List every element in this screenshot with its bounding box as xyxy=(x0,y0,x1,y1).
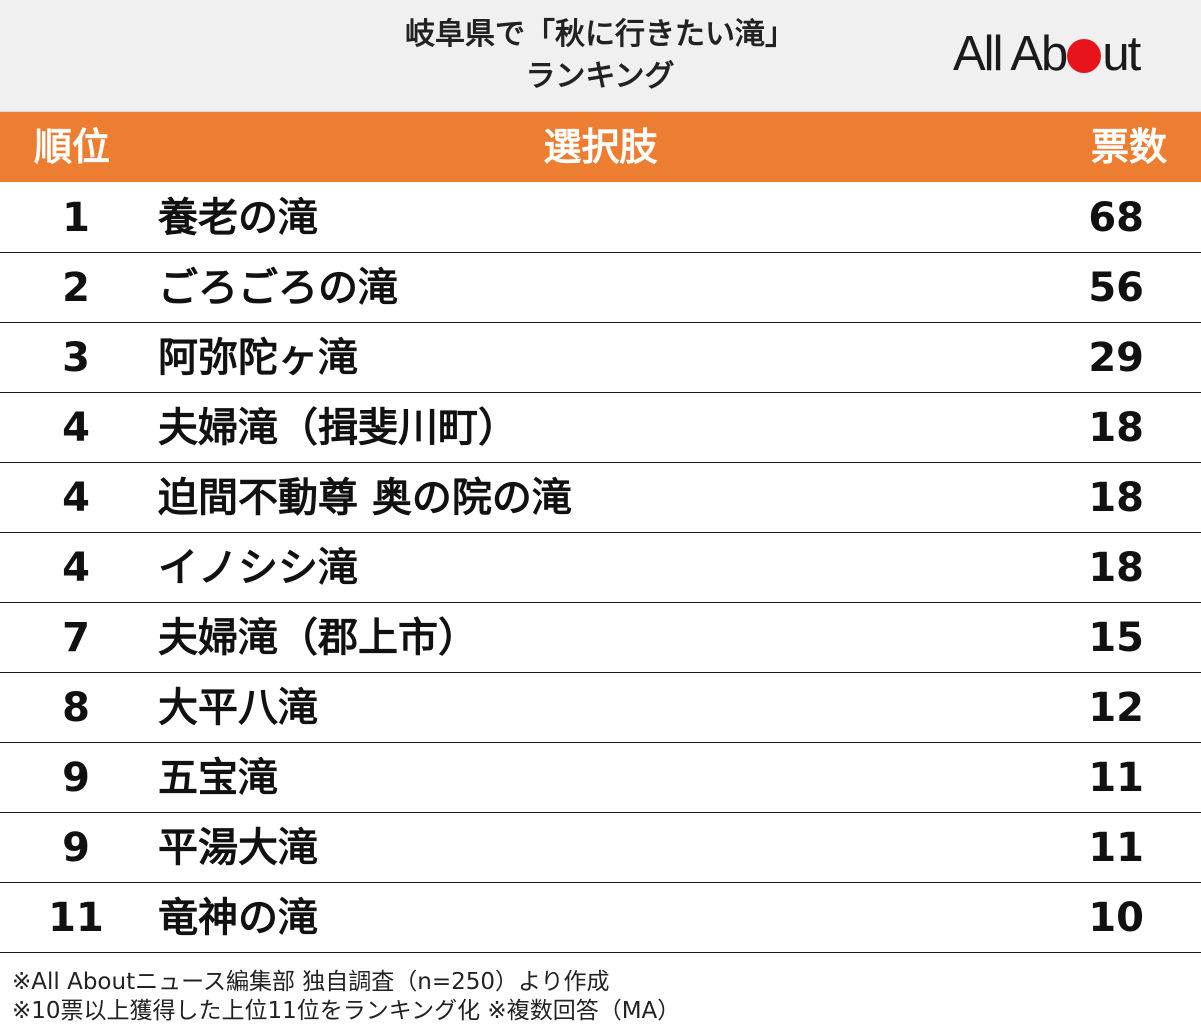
table-row: 9 五宝滝 11 xyxy=(0,743,1201,813)
column-header-rank: 順位 xyxy=(34,125,111,169)
option-cell: 迫間不動尊 奥の院の滝 xyxy=(158,475,572,521)
table-row: 4 イノシシ滝 18 xyxy=(0,533,1201,603)
table-row: 8 大平八滝 12 xyxy=(0,673,1201,743)
option-cell: 大平八滝 xyxy=(158,685,318,731)
table-row: 11 竜神の滝 10 xyxy=(0,883,1201,953)
ranking-table-body: 1 養老の滝 68 2 ごろごろの滝 56 3 阿弥陀ヶ滝 29 4 夫婦滝（揖斐川町） 18 4 迫間不… xyxy=(0,183,1201,953)
table-row: 7 夫婦滝（郡上市） 15 xyxy=(0,603,1201,673)
footnote-source: ※All Aboutニュース編集部 独自調査（n=250）より作成 xyxy=(12,969,610,995)
votes-cell: 56 xyxy=(1088,265,1144,311)
votes-cell: 11 xyxy=(1088,825,1144,871)
votes-cell: 18 xyxy=(1088,545,1144,591)
table-row: 2 ごろごろの滝 56 xyxy=(0,253,1201,323)
option-cell: ごろごろの滝 xyxy=(158,265,398,311)
votes-cell: 15 xyxy=(1088,615,1144,661)
rank-cell: 7 xyxy=(62,615,90,661)
votes-cell: 18 xyxy=(1088,405,1144,451)
rank-cell: 11 xyxy=(48,895,104,941)
option-cell: 五宝滝 xyxy=(158,755,278,801)
rank-cell: 3 xyxy=(62,335,90,381)
header: 岐阜県で「秋に行きたい滝」 ランキング All Ab ut xyxy=(0,0,1201,112)
rank-cell: 4 xyxy=(62,475,90,521)
table-row: 1 養老の滝 68 xyxy=(0,183,1201,253)
table-row: 4 迫間不動尊 奥の院の滝 18 xyxy=(0,463,1201,533)
chart-title: 岐阜県で「秋に行きたい滝」 ランキング xyxy=(300,14,900,98)
column-header-votes: 票数 xyxy=(1090,125,1167,169)
column-header-row: 順位 選択肢 票数 xyxy=(0,112,1201,182)
rank-cell: 2 xyxy=(62,265,90,311)
option-cell: 竜神の滝 xyxy=(158,895,318,941)
votes-cell: 29 xyxy=(1088,335,1144,381)
option-cell: 養老の滝 xyxy=(158,195,318,241)
title-line-1: 岐阜県で「秋に行きたい滝」 xyxy=(405,17,795,52)
table-row: 4 夫婦滝（揖斐川町） 18 xyxy=(0,393,1201,463)
option-cell: 夫婦滝（揖斐川町） xyxy=(158,405,518,451)
votes-cell: 18 xyxy=(1088,475,1144,521)
footnote-method: ※10票以上獲得した上位11位をランキング化 ※複数回答（MA） xyxy=(12,998,681,1024)
option-cell: イノシシ滝 xyxy=(158,545,358,591)
rank-cell: 4 xyxy=(62,405,90,451)
option-cell: 夫婦滝（郡上市） xyxy=(158,615,478,661)
votes-cell: 68 xyxy=(1088,195,1144,241)
rank-cell: 9 xyxy=(62,755,90,801)
title-line-2: ランキング xyxy=(525,59,675,94)
option-cell: 平湯大滝 xyxy=(158,825,318,871)
logo-red-dot xyxy=(1067,39,1102,73)
logo-text-right: ut xyxy=(1102,27,1141,81)
column-header-option: 選択肢 xyxy=(543,125,658,169)
table-row: 3 阿弥陀ヶ滝 29 xyxy=(0,323,1201,393)
logo-text-left: All Ab xyxy=(953,27,1068,81)
rank-cell: 4 xyxy=(62,545,90,591)
rank-cell: 1 xyxy=(62,195,90,241)
rank-cell: 8 xyxy=(62,685,90,731)
footnotes: ※All Aboutニュース編集部 独自調査（n=250）より作成 ※10票以上… xyxy=(12,968,680,1026)
allabout-logo: All Ab ut xyxy=(953,27,1141,81)
votes-cell: 12 xyxy=(1088,685,1144,731)
votes-cell: 10 xyxy=(1088,895,1144,941)
votes-cell: 11 xyxy=(1088,755,1144,801)
rank-cell: 9 xyxy=(62,825,90,871)
option-cell: 阿弥陀ヶ滝 xyxy=(158,335,358,381)
table-row: 9 平湯大滝 11 xyxy=(0,813,1201,883)
